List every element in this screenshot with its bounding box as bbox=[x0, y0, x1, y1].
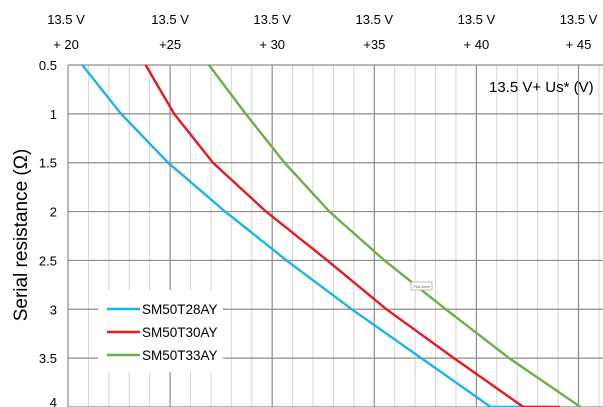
plot-area-tooltip: Plot Area bbox=[410, 281, 433, 291]
x-tick-label-line1: 13.5 V bbox=[151, 12, 189, 27]
x-tick-label-line1: 13.5 V bbox=[47, 12, 85, 27]
minor-gridlines bbox=[87, 65, 600, 407]
y-tick-label: 4 bbox=[50, 395, 57, 407]
x-tick-label-line2: +25 bbox=[159, 37, 181, 52]
x-tick-label-line1: 13.5 V bbox=[253, 12, 291, 27]
y-tick-label: 3 bbox=[50, 302, 57, 317]
x-tick-label-line1: 13.5 V bbox=[458, 12, 496, 27]
y-tick-label: 0.5 bbox=[39, 58, 57, 73]
x-tick-label-line2: + 20 bbox=[53, 37, 79, 52]
y-tick-label: 3.5 bbox=[39, 351, 57, 366]
legend: SM50T28AY SM50T30AY SM50T33AY bbox=[98, 290, 223, 372]
legend-label-sm50t33ay: SM50T33AY bbox=[142, 348, 218, 363]
series-line-sm50t30ay bbox=[144, 64, 561, 407]
y-axis-title: Serial resistance (Ω) bbox=[11, 149, 32, 322]
y-tick-labels: 0.5 1 1.5 2 2.5 3 3.5 4 bbox=[39, 58, 57, 407]
y-tick-label: 1 bbox=[50, 107, 57, 122]
x-tick-label-line2: + 45 bbox=[566, 37, 592, 52]
x-tick-labels: 13.5 V + 20 13.5 V +25 13.5 V + 30 13.5 V +35 13… bbox=[47, 12, 597, 52]
x-axis-title: 13.5 V+ Us* (V) bbox=[489, 79, 594, 96]
plot-area-tooltip-text: Plot Area bbox=[414, 284, 431, 289]
x-tick-label-line1: 13.5 V bbox=[356, 12, 394, 27]
x-tick-label-line1: 13.5 V bbox=[560, 12, 598, 27]
x-tick-label-line2: +35 bbox=[363, 37, 385, 52]
y-tick-label: 2.5 bbox=[39, 253, 57, 268]
series-line-sm50t33ay bbox=[207, 64, 582, 407]
x-tick-label-line2: + 30 bbox=[259, 37, 285, 52]
series-line-sm50t28ay bbox=[81, 64, 548, 407]
legend-label-sm50t30ay: SM50T30AY bbox=[142, 325, 218, 340]
legend-label-sm50t28ay: SM50T28AY bbox=[142, 302, 218, 317]
y-tick-label: 2 bbox=[50, 205, 57, 220]
x-tick-label-line2: + 40 bbox=[464, 37, 490, 52]
y-tick-label: 1.5 bbox=[39, 156, 57, 171]
data-series bbox=[81, 64, 582, 407]
